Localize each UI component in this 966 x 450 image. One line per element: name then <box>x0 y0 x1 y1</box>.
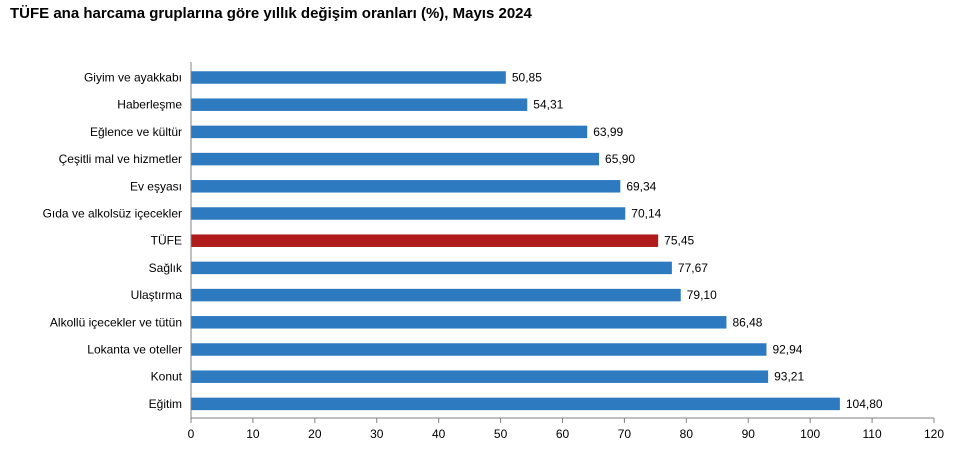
x-tick-label-3: 30 <box>370 427 384 441</box>
x-tick-label-1: 10 <box>246 427 260 441</box>
x-tick-label-9: 90 <box>742 427 756 441</box>
category-label-2: Eğlence ve kültür <box>90 125 182 139</box>
x-tick-label-2: 20 <box>308 427 322 441</box>
category-label-8: Ulaştırma <box>131 288 183 302</box>
category-label-4: Ev eşyası <box>130 179 182 193</box>
category-label-9: Alkollü içecekler ve tütün <box>50 315 182 329</box>
category-label-0: Giyim ve ayakkabı <box>84 71 182 85</box>
value-label-6: 75,45 <box>664 234 694 248</box>
bar-1 <box>191 98 528 111</box>
category-label-3: Çeşitli mal ve hizmetler <box>59 152 182 166</box>
x-tick-label-10: 100 <box>800 427 820 441</box>
bar-5 <box>191 207 626 220</box>
value-label-8: 79,10 <box>687 288 717 302</box>
category-labels-layer: Giyim ve ayakkabı Haberleşme Eğlence ve kü… <box>43 71 183 411</box>
bar-11 <box>191 370 769 383</box>
bar-2 <box>191 125 588 139</box>
value-label-3: 65,90 <box>605 152 635 166</box>
x-tick-label-0: 0 <box>188 427 195 441</box>
category-label-7: Sağlık <box>149 261 183 275</box>
value-label-7: 77,67 <box>678 261 708 275</box>
category-label-1: Haberleşme <box>117 98 182 112</box>
category-label-10: Lokanta ve oteller <box>87 343 182 357</box>
x-tick-label-11: 110 <box>863 427 882 441</box>
bar-8 <box>191 288 681 302</box>
bar-3 <box>191 152 600 166</box>
category-label-5: Gıda ve alkolsüz içecekler <box>43 207 182 221</box>
category-label-11: Konut <box>151 370 183 384</box>
x-tick-label-4: 40 <box>432 427 446 441</box>
bar-7 <box>191 261 672 275</box>
bar-12 <box>191 397 840 411</box>
value-label-9: 86,48 <box>732 315 762 329</box>
category-label-12: Eğitim <box>149 397 182 411</box>
x-tick-label-7: 70 <box>618 427 632 441</box>
value-label-4: 69,34 <box>626 179 656 193</box>
bar-4 <box>191 180 621 193</box>
bar-0 <box>191 71 506 84</box>
bar-6 <box>191 234 659 247</box>
value-label-0: 50,85 <box>512 71 542 85</box>
bar-9 <box>191 316 727 329</box>
value-label-1: 54,31 <box>533 98 563 112</box>
x-tick-label-6: 60 <box>556 427 570 441</box>
value-label-11: 93,21 <box>774 370 804 384</box>
bar-10 <box>191 343 767 356</box>
category-label-6: TÜFE <box>151 234 182 248</box>
x-tick-label-12: 120 <box>924 427 944 441</box>
chart-title: TÜFE ana harcama gruplarına göre yıllık … <box>10 5 532 22</box>
x-tick-label-5: 50 <box>494 427 508 441</box>
value-label-10: 92,94 <box>772 343 802 357</box>
value-label-12: 104,80 <box>846 397 883 411</box>
x-tick-label-8: 80 <box>680 427 694 441</box>
bars-layer <box>191 71 840 411</box>
x-axis: 0 10 20 30 40 50 60 70 80 90 100 110 120 <box>188 62 944 441</box>
value-label-5: 70,14 <box>631 207 661 221</box>
value-label-2: 63,99 <box>593 125 623 139</box>
